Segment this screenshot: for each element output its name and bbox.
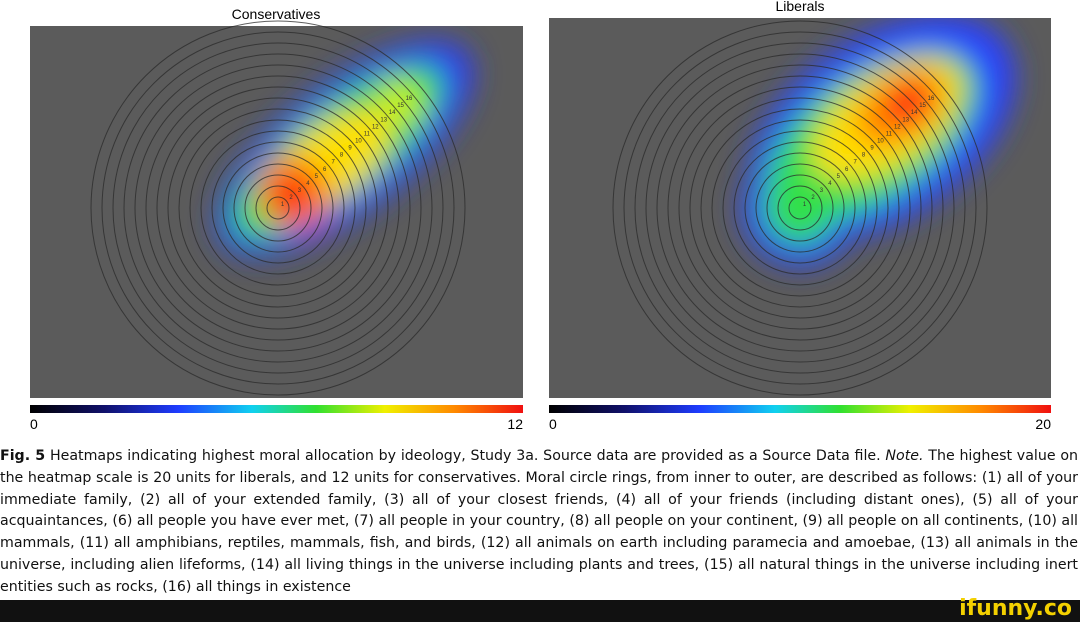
ring xyxy=(689,97,911,319)
ring-label: 13 xyxy=(902,117,909,123)
ring xyxy=(90,20,466,396)
watermark: ifunny.co xyxy=(959,596,1072,621)
ring xyxy=(211,141,345,275)
ring xyxy=(233,163,323,253)
ring xyxy=(112,42,444,374)
ring xyxy=(189,119,367,297)
ring-label: 14 xyxy=(389,110,396,116)
ring-label: 13 xyxy=(380,117,387,123)
colorbar xyxy=(549,405,1051,413)
caption: Fig. 5 Heatmaps indicating highest moral… xyxy=(0,446,1078,599)
ring-label: 14 xyxy=(911,110,918,116)
ring xyxy=(134,64,422,352)
panel-title: Liberals xyxy=(775,0,824,14)
ring-label: 2 xyxy=(289,195,293,201)
ring xyxy=(145,75,411,341)
ring-label: 1 xyxy=(803,202,807,208)
ring-label: 11 xyxy=(886,131,893,137)
ring xyxy=(711,119,889,297)
ring xyxy=(777,185,823,231)
ring xyxy=(244,174,312,242)
ring-label: 2 xyxy=(811,195,815,201)
ring-label: 6 xyxy=(845,167,849,173)
scale-max: 20 xyxy=(1035,416,1051,432)
ring-label: 12 xyxy=(372,124,379,130)
ring xyxy=(766,174,834,242)
ring xyxy=(623,31,977,385)
ring xyxy=(178,108,378,308)
ring xyxy=(722,130,878,286)
ring-label: 16 xyxy=(406,96,413,102)
ring xyxy=(700,108,900,308)
ring xyxy=(255,185,301,231)
ring xyxy=(634,42,966,374)
caption-text: Heatmaps indicating highest moral alloca… xyxy=(49,448,881,464)
ring-label: 11 xyxy=(364,131,371,137)
scale-max: 12 xyxy=(507,416,523,432)
caption-note: The highest value on the heatmap scale i… xyxy=(0,448,1078,595)
ring-label: 9 xyxy=(348,146,352,152)
figure-label: Fig. 5 xyxy=(0,448,46,464)
panel-title: Conservatives xyxy=(232,6,321,22)
ring xyxy=(266,196,290,220)
watermark-bar: ifunny.co xyxy=(0,596,1080,622)
ring-label: 5 xyxy=(315,174,319,180)
ring xyxy=(656,64,944,352)
ring-label: 7 xyxy=(853,160,857,166)
ring-label: 5 xyxy=(837,174,841,180)
ring-label: 16 xyxy=(928,96,935,102)
ring xyxy=(167,97,389,319)
ring xyxy=(788,196,812,220)
ring-label: 6 xyxy=(323,167,327,173)
ring xyxy=(123,53,433,363)
ring-label: 4 xyxy=(828,181,832,187)
ring-label: 9 xyxy=(870,146,874,152)
ring xyxy=(156,86,400,330)
figure: 1234567891011121314151612345678910111213… xyxy=(30,0,1051,432)
ring-label: 15 xyxy=(919,103,926,109)
scale-min: 0 xyxy=(549,416,557,432)
ring xyxy=(733,141,867,275)
ring-label: 12 xyxy=(894,124,901,130)
ring-label: 10 xyxy=(877,139,884,145)
ring-label: 3 xyxy=(298,188,302,194)
ring-label: 8 xyxy=(862,153,866,159)
ring-label: 3 xyxy=(820,188,824,194)
ring xyxy=(645,53,955,363)
ring xyxy=(755,163,845,253)
heatmap xyxy=(742,18,1016,266)
scale-min: 0 xyxy=(30,416,38,432)
colorbar xyxy=(30,405,523,413)
ring-label: 8 xyxy=(340,153,344,159)
ring-label: 10 xyxy=(355,139,362,145)
ring xyxy=(678,86,922,330)
ring-label: 7 xyxy=(331,160,335,166)
ring-label: 4 xyxy=(306,181,310,187)
ring xyxy=(101,31,455,385)
ring xyxy=(222,152,334,264)
note-label: Note. xyxy=(885,448,924,464)
ring-label: 1 xyxy=(281,202,285,208)
heatmap xyxy=(216,40,474,256)
ring xyxy=(612,20,988,396)
ring xyxy=(744,152,856,264)
ring xyxy=(200,130,356,286)
ring xyxy=(667,75,933,341)
ring-label: 15 xyxy=(397,103,404,109)
